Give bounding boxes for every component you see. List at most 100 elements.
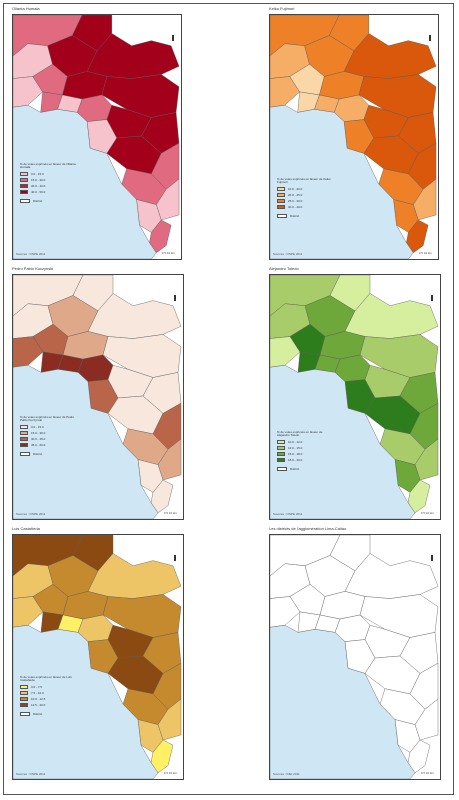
legend-swatch xyxy=(20,198,30,203)
legend-swatch xyxy=(277,451,285,456)
legend-item: 0.0 - 7.5 xyxy=(20,684,76,689)
north-arrow-icon xyxy=(429,35,431,41)
legend: % de votes exprimés en faveur de Luis Ca… xyxy=(20,675,76,716)
choropleth-map: Sources : ONPE 2011 0 5 10 km xyxy=(12,274,184,520)
legend-boundary-item: District xyxy=(20,198,76,203)
legend-item: 7.5 - 10.0 xyxy=(20,690,76,695)
legend: % de votes exprimés en faveur de Alejand… xyxy=(277,430,333,471)
legend-title: % de votes exprimés en faveur de Ollanta… xyxy=(20,162,76,170)
legend-item: 12.0 - 15.0 xyxy=(277,445,333,450)
district-polygon xyxy=(13,76,43,108)
legend-item: 0.0 - 15.0 xyxy=(20,424,76,429)
legend-label: District xyxy=(290,466,300,471)
legend-title: % de votes exprimés en faveur de Keiko F… xyxy=(277,177,331,185)
scale-bar: 0 5 10 km xyxy=(163,511,177,515)
legend-swatch xyxy=(20,451,30,456)
legend-item: 25.0 - 30.0 xyxy=(277,198,333,203)
panel-title: Les districts de l'agglomération Lima-Ca… xyxy=(269,526,347,531)
legend-label: 10.0 - 20.0 xyxy=(288,186,303,191)
legend-label: 30.0 - 40.0 xyxy=(31,183,46,188)
source-note: Sources : ONPE 2011 xyxy=(16,512,46,516)
legend-item: 10.0 - 20.0 xyxy=(277,186,333,191)
legend-swatch xyxy=(277,445,285,450)
legend-swatch xyxy=(20,684,28,689)
map-svg xyxy=(13,535,183,779)
choropleth-map: Sources : ONPE 2011 0 5 10 km xyxy=(12,534,184,780)
source-note: Sources : ONPE 2011 xyxy=(273,252,303,256)
map-svg xyxy=(13,275,183,519)
legend-swatch xyxy=(277,192,285,197)
legend-label: District xyxy=(33,711,43,716)
legend-label: 30.0 - 45.0 xyxy=(31,436,46,441)
legend-label: 15.0 - 30.0 xyxy=(31,430,46,435)
source-note: Sources : ONPE 2011 xyxy=(273,512,303,516)
legend-swatch xyxy=(20,183,28,188)
legend-swatch xyxy=(20,424,28,429)
source-note: Sources : ONPE 2011 xyxy=(16,772,46,776)
legend-label: District xyxy=(33,198,43,203)
legend-label: 0.0 - 15.0 xyxy=(31,424,44,429)
legend-label: 12.5 - 20.0 xyxy=(31,702,46,707)
legend-label: 0.0 - 7.5 xyxy=(31,684,43,689)
north-arrow-icon xyxy=(174,295,176,301)
figure-frame xyxy=(3,3,454,795)
legend-label: 15.0 - 30.0 xyxy=(31,177,46,182)
source-note: Sources : ONPE 2011 xyxy=(16,252,46,256)
district-map: Sources : INEI 2011 0 5 10 km xyxy=(269,534,441,780)
pacific-ocean xyxy=(270,625,416,779)
map-svg xyxy=(270,535,440,779)
district-polygon xyxy=(13,596,44,628)
pacific-ocean xyxy=(13,365,159,519)
legend-label: 40.0 - 50.0 xyxy=(31,189,46,194)
legend-item: 15.0 - 30.0 xyxy=(20,177,76,182)
legend: % de votes exprimés en faveur de Ollanta… xyxy=(20,162,76,203)
scale-bar: 0 5 10 km xyxy=(420,511,434,515)
north-arrow-icon xyxy=(431,295,433,301)
legend-title: % de votes exprimés en faveur de Alejand… xyxy=(277,430,323,438)
choropleth-map: Sources : ONPE 2011 0 5 10 km xyxy=(269,274,441,520)
legend-item: 10.0 - 12.5 xyxy=(20,696,76,701)
panel-title: Alejandro Toledo xyxy=(269,266,299,271)
source-note: Sources : INEI 2011 xyxy=(273,772,300,776)
legend-item: 40.0 - 50.0 xyxy=(20,189,76,194)
map-svg xyxy=(13,15,181,259)
legend-boundary-item: District xyxy=(277,213,333,218)
choropleth-map: Sources : ONPE 2011 0 5 10 km xyxy=(269,14,439,260)
panel-title: Pedro Pablo Kuczynski xyxy=(12,266,54,271)
legend-label: District xyxy=(33,451,43,456)
legend-swatch xyxy=(20,442,28,447)
north-arrow-icon xyxy=(174,555,176,561)
legend-label: 25.0 - 30.0 xyxy=(288,198,303,203)
legend-label: 45.0 - 60.0 xyxy=(31,442,46,447)
legend-swatch xyxy=(20,702,28,707)
legend-boundary-item: District xyxy=(277,466,333,471)
legend-swatch xyxy=(20,711,30,716)
legend-item: 0.0 - 15.0 xyxy=(20,171,76,176)
north-arrow-icon xyxy=(172,35,174,41)
scale-bar: 0 5 10 km xyxy=(161,251,175,255)
scale-bar: 0 5 10 km xyxy=(418,251,432,255)
legend-swatch xyxy=(20,430,28,435)
legend-label: 10.0 - 12.5 xyxy=(31,696,46,701)
scale-bar: 0 5 10 km xyxy=(420,771,434,775)
legend-swatch xyxy=(20,696,28,701)
map-svg xyxy=(270,275,440,519)
legend-item: 45.0 - 60.0 xyxy=(20,442,76,447)
legend-item: 30.0 - 40.0 xyxy=(20,183,76,188)
district-polygon xyxy=(270,596,301,628)
legend-item: 10.0 - 12.0 xyxy=(277,439,333,444)
legend-item: 18.0 - 30.0 xyxy=(277,457,333,462)
legend-swatch xyxy=(20,189,28,194)
legend-label: 10.0 - 12.0 xyxy=(288,439,303,444)
legend-label: 15.0 - 18.0 xyxy=(288,451,303,456)
legend-swatch xyxy=(277,439,285,444)
legend-boundary-item: District xyxy=(20,451,76,456)
panel-title: Luis Castañeda xyxy=(12,526,40,531)
district-polygon xyxy=(270,336,301,368)
legend-swatch xyxy=(277,213,287,218)
legend-label: 20.0 - 25.0 xyxy=(288,192,303,197)
pacific-ocean xyxy=(270,365,416,519)
pacific-ocean xyxy=(13,625,159,779)
choropleth-map: Sources : ONPE 2011 0 5 10 km xyxy=(12,14,182,260)
legend-boundary-item: District xyxy=(20,711,76,716)
